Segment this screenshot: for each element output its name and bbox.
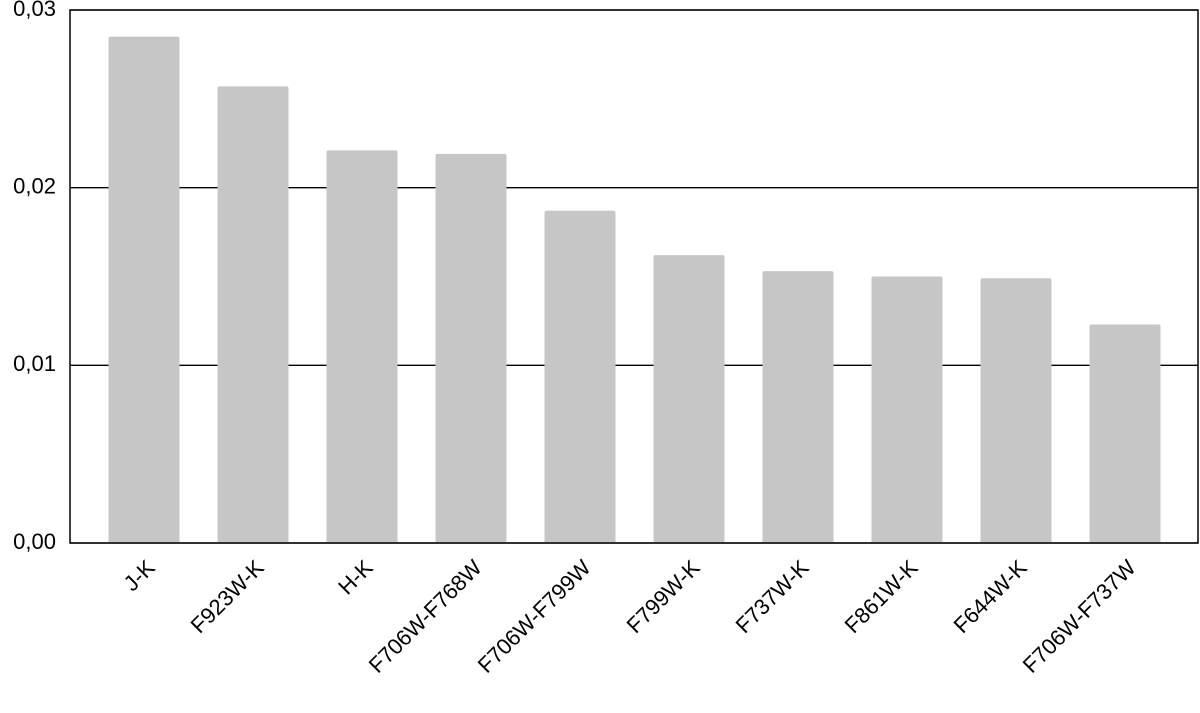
bar	[1089, 324, 1161, 543]
y-tick-label: 0,00	[13, 529, 56, 554]
x-tick-label: F737W-K	[731, 555, 814, 638]
bar	[326, 150, 398, 543]
x-tick-label: F861W-K	[840, 555, 923, 638]
x-tick-label: J-K	[119, 555, 160, 596]
y-tick-label: 0,01	[13, 351, 56, 376]
plot-frame	[69, 9, 1199, 544]
x-tick-label: F644W-K	[949, 555, 1032, 638]
bar	[980, 278, 1052, 543]
x-tick-label: F706W-F799W	[473, 555, 596, 678]
bar	[653, 255, 725, 543]
y-tick-label: 0,03	[13, 0, 56, 21]
x-tick-label: H-K	[333, 555, 378, 600]
bar	[762, 271, 834, 543]
y-tick-label: 0,02	[13, 173, 56, 198]
x-tick-label: F799W-K	[622, 555, 705, 638]
x-tick-label: F923W-K	[186, 555, 269, 638]
bar	[544, 210, 616, 543]
bar	[217, 86, 289, 543]
x-tick-label: F706W-F737W	[1018, 555, 1141, 678]
x-tick-label: F706W-F768W	[364, 555, 487, 678]
bar	[108, 36, 180, 544]
bar	[435, 153, 507, 543]
bars	[108, 36, 1161, 544]
bar	[871, 276, 943, 543]
